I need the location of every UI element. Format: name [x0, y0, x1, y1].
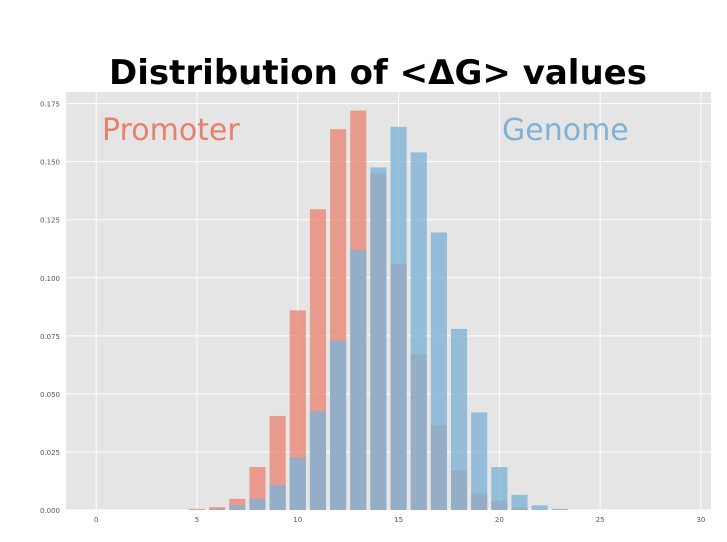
y-axis: 0.000 0.025 0.050 0.075 0.100 0.125 0.150 0.175: [40, 101, 60, 515]
genome-bar: [450, 328, 468, 510]
y-tick-label: 0.050: [40, 391, 60, 399]
promoter-bar: [188, 508, 206, 510]
genome-bar: [430, 232, 447, 510]
genome-bar: [209, 509, 226, 510]
x-tick-label: 30: [696, 516, 705, 524]
genome-bar: [269, 484, 286, 510]
x-tick-label: 5: [195, 516, 199, 524]
promoter-bar: [209, 507, 226, 510]
legend-promoter: Promoter: [102, 113, 240, 148]
y-tick-label: 0.025: [40, 449, 60, 457]
x-tick-label: 0: [94, 516, 98, 524]
x-tick-label: 10: [293, 516, 302, 524]
genome-bar: [309, 411, 327, 510]
x-tick-label: 25: [596, 516, 605, 524]
genome-bar: [390, 126, 407, 510]
genome-bar: [370, 167, 387, 510]
x-axis: 0 5 10 15 20 25 30: [94, 516, 705, 524]
genome-bar: [229, 505, 246, 510]
genome-bar: [350, 249, 367, 510]
genome-bar: [531, 505, 548, 510]
promoter-bar: [229, 498, 246, 510]
legend-genome: Genome: [502, 113, 629, 148]
genome-bar: [410, 152, 427, 510]
genome-bar: [330, 340, 347, 510]
x-tick-label: 15: [394, 516, 403, 524]
genome-bar: [289, 457, 306, 510]
y-tick-label: 0.125: [40, 217, 60, 225]
genome-bar: [471, 412, 488, 510]
y-tick-label: 0.150: [40, 159, 60, 167]
genome-bar: [491, 467, 508, 510]
genome-bar: [511, 494, 528, 510]
y-tick-label: 0.100: [40, 275, 60, 283]
plot-area: [66, 92, 711, 510]
genome-series: [209, 126, 568, 510]
y-tick-label: 0.075: [40, 333, 60, 341]
genome-bar: [249, 498, 266, 510]
chart-title: Distribution of <ΔG> values: [109, 53, 647, 93]
genome-bar: [551, 508, 568, 510]
grid: [66, 92, 711, 511]
y-tick-label: 0.000: [40, 507, 60, 515]
y-tick-label: 0.175: [40, 101, 60, 109]
x-tick-label: 20: [495, 516, 504, 524]
